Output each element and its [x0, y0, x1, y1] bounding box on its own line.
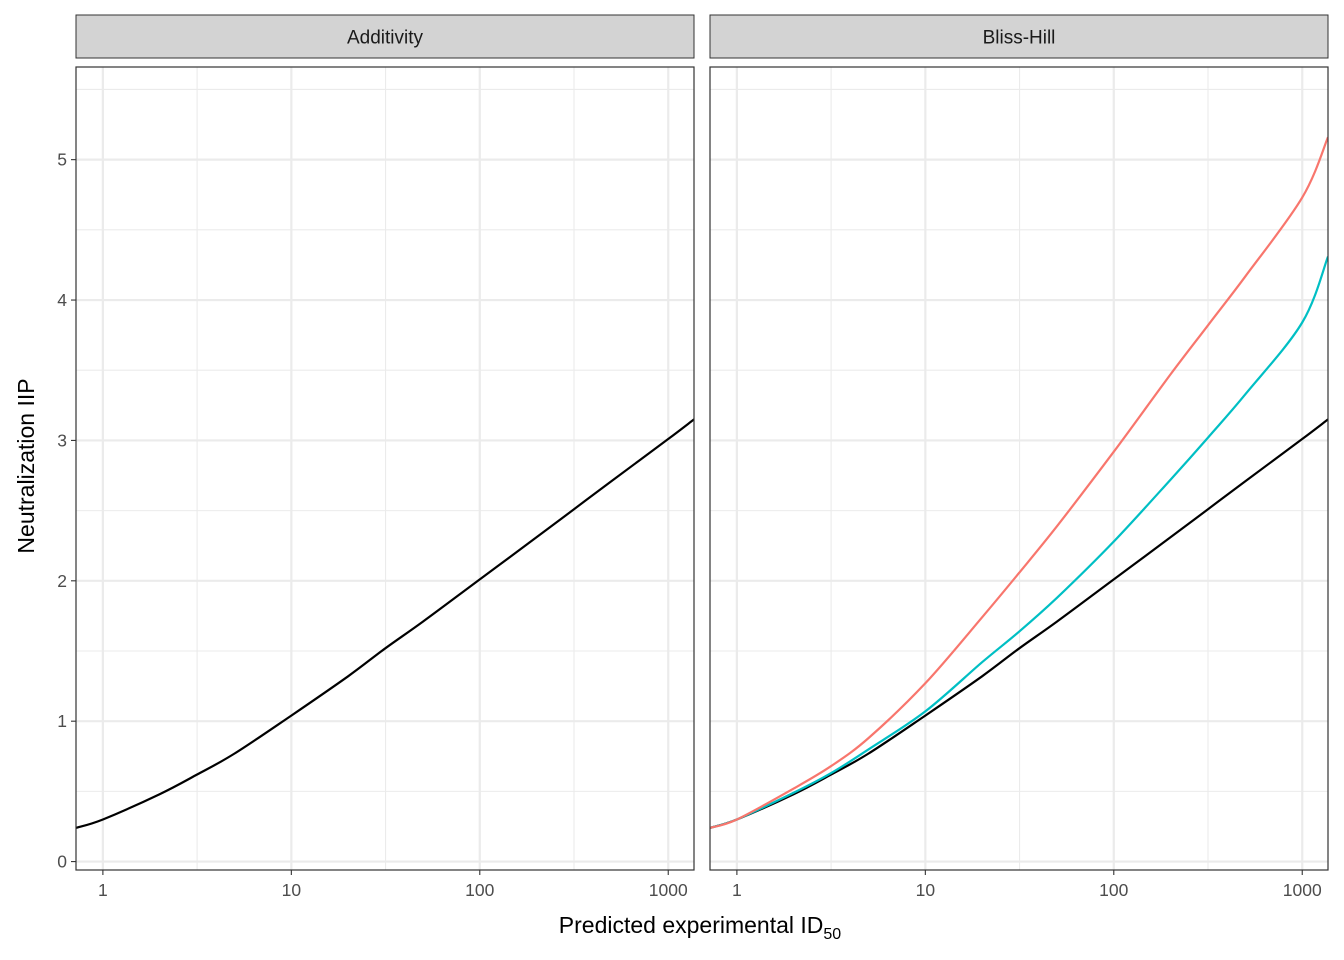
- y-axis-title: Neutralization IIP: [13, 378, 39, 553]
- panel-background: [76, 67, 694, 870]
- series-line-2: [710, 256, 1328, 829]
- y-axis: 0 1 2 3 4 5: [57, 150, 76, 872]
- facet-strip: [709, 14, 1329, 59]
- panel-border: [709, 66, 1329, 871]
- y-tick-label: 1: [57, 711, 67, 731]
- facet-strip-label: Additivity: [347, 28, 424, 49]
- x-tick-label: 1: [732, 880, 742, 900]
- panels: Additivity 1 10 100 1000 Bliss-Hill 1 10 100 1000: [75, 14, 1329, 900]
- y-tick-label: 5: [57, 150, 67, 170]
- facet-strip-label: Bliss-Hill: [983, 28, 1056, 49]
- facet-strip: [75, 14, 695, 59]
- series-line-1: [76, 418, 694, 829]
- x-tick-label: 1: [98, 880, 108, 900]
- y-tick-label: 2: [57, 571, 67, 591]
- series-line-1: [710, 418, 1328, 829]
- panel-background: [710, 67, 1328, 870]
- panel-additivity: Additivity 1 10 100 1000: [75, 14, 695, 900]
- series-line-3: [710, 136, 1328, 829]
- y-tick-label: 0: [57, 852, 67, 872]
- panel-bliss-hill: Bliss-Hill 1 10 100 1000: [709, 14, 1329, 900]
- y-tick-label: 3: [57, 430, 67, 450]
- series-group: [76, 418, 694, 829]
- x-tick-label: 1000: [649, 880, 688, 900]
- x-axis-title: Predicted experimental ID50: [559, 912, 842, 943]
- x-tick-label: 10: [916, 880, 936, 900]
- x-tick-label: 1000: [1283, 880, 1322, 900]
- panel-border: [75, 66, 695, 871]
- series-group: [710, 136, 1328, 829]
- x-tick-label: 10: [282, 880, 302, 900]
- y-tick-label: 4: [57, 290, 67, 310]
- x-tick-label: 100: [1099, 880, 1128, 900]
- x-tick-label: 100: [465, 880, 494, 900]
